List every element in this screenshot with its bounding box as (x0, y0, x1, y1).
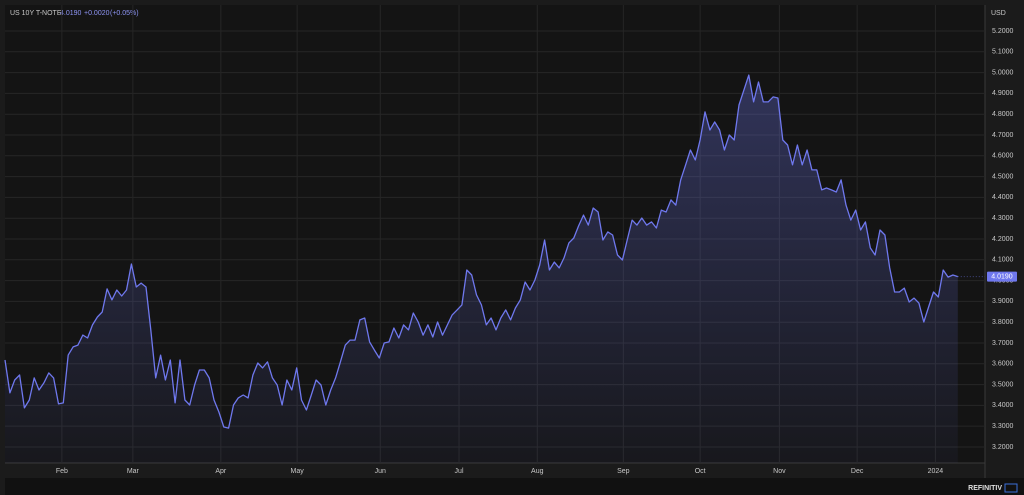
x-tick-label: Apr (215, 468, 227, 475)
y-tick-label: 5.2000 (992, 28, 1014, 35)
x-tick-label: Nov (773, 468, 786, 475)
y-tick-label: 3.8000 (992, 319, 1014, 326)
price-tag (987, 271, 1017, 282)
y-tick-label: 4.6000 (992, 153, 1014, 160)
x-tick-label: Sep (617, 468, 630, 475)
y-tick-label: 3.4000 (992, 402, 1014, 409)
y-tick-label: 3.3000 (992, 423, 1014, 430)
y-tick-label: 4.8000 (992, 111, 1014, 118)
symbol: US 10Y T-NOTE (10, 10, 62, 17)
y-tick-label: 4.1000 (992, 257, 1014, 264)
y-tick-label: 3.5000 (992, 381, 1014, 388)
y-tick-label: 3.9000 (992, 298, 1014, 305)
y-tick-label: 4.2000 (992, 236, 1014, 243)
y-tick-label: 4.9000 (992, 90, 1014, 97)
price-tag-label: 4.0190 (991, 273, 1013, 280)
y-tick-label: 4.5000 (992, 173, 1014, 180)
x-tick-label: Aug (531, 468, 544, 475)
y-tick-label: 5.1000 (992, 49, 1014, 56)
x-tick-label: Jun (375, 468, 386, 475)
brand-logo (1004, 483, 1018, 493)
x-tick-label: Oct (695, 468, 706, 475)
y-tick-label: 3.2000 (992, 444, 1014, 451)
y-tick-label: 4.3000 (992, 215, 1014, 222)
x-tick-label: 2024 (928, 468, 944, 475)
brand: REFINITIV (968, 485, 1002, 492)
y-tick-label: 5.0000 (992, 69, 1014, 76)
x-tick-label: Jul (455, 468, 464, 475)
x-tick-label: May (291, 468, 305, 475)
price: 4.0190 (60, 10, 82, 17)
area (5, 75, 958, 463)
x-tick-label: Dec (851, 468, 864, 475)
change-pct: (+0.05%) (110, 10, 139, 17)
x-tick-label: Feb (56, 468, 68, 475)
y-tick-label: 4.4000 (992, 194, 1014, 201)
y-tick-label: 3.6000 (992, 361, 1014, 368)
x-tick-label: Mar (127, 468, 140, 475)
change: +0.0020 (84, 10, 110, 17)
y-tick-label: 4.7000 (992, 132, 1014, 139)
y-tick-label: 3.7000 (992, 340, 1014, 347)
currency: USD (991, 10, 1006, 17)
footer-bar (5, 478, 1024, 495)
line (4, 74, 959, 429)
